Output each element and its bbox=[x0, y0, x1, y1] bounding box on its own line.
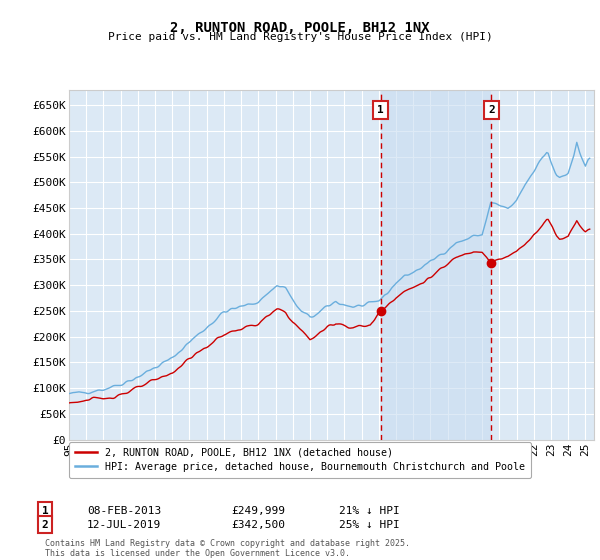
Text: 1: 1 bbox=[377, 105, 384, 115]
Bar bbox=[380, 90, 491, 440]
Text: Contains HM Land Registry data © Crown copyright and database right 2025.
This d: Contains HM Land Registry data © Crown c… bbox=[45, 539, 410, 558]
Text: 25% ↓ HPI: 25% ↓ HPI bbox=[339, 520, 400, 530]
Text: 2, RUNTON ROAD, POOLE, BH12 1NX: 2, RUNTON ROAD, POOLE, BH12 1NX bbox=[170, 21, 430, 35]
Text: 1: 1 bbox=[41, 506, 49, 516]
Text: 2: 2 bbox=[488, 105, 495, 115]
Text: 12-JUL-2019: 12-JUL-2019 bbox=[87, 520, 161, 530]
Text: 2: 2 bbox=[41, 520, 49, 530]
Text: Price paid vs. HM Land Registry's House Price Index (HPI): Price paid vs. HM Land Registry's House … bbox=[107, 32, 493, 43]
Legend: 2, RUNTON ROAD, POOLE, BH12 1NX (detached house), HPI: Average price, detached h: 2, RUNTON ROAD, POOLE, BH12 1NX (detache… bbox=[69, 442, 531, 478]
Text: 21% ↓ HPI: 21% ↓ HPI bbox=[339, 506, 400, 516]
Text: £249,999: £249,999 bbox=[231, 506, 285, 516]
Text: 08-FEB-2013: 08-FEB-2013 bbox=[87, 506, 161, 516]
Text: £342,500: £342,500 bbox=[231, 520, 285, 530]
